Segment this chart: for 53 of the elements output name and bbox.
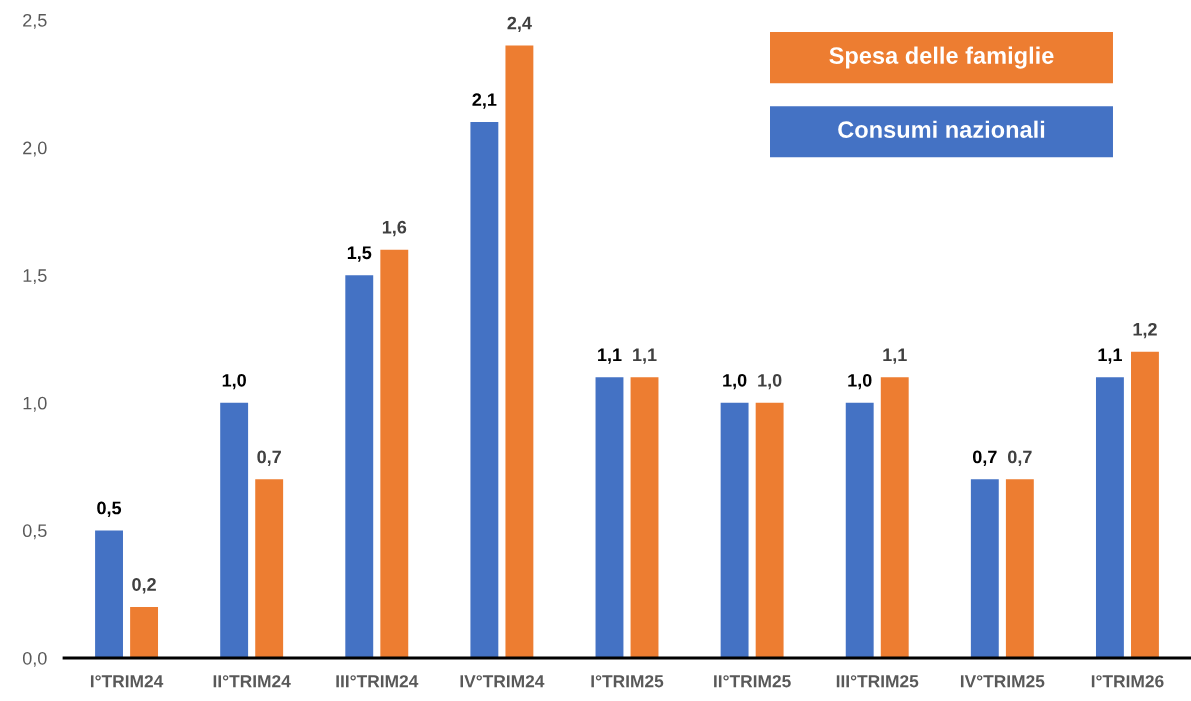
y-tick-label: 2,0 (23, 141, 47, 157)
bar (1005, 479, 1034, 658)
bar (630, 377, 659, 658)
x-tick-label: I°TRIM24 (90, 675, 164, 688)
bar (130, 606, 159, 658)
data-label: 2,1 (472, 93, 497, 109)
data-label: 1,0 (222, 373, 246, 390)
bar (255, 479, 284, 658)
bar (380, 249, 409, 658)
x-tick-label: IV°TRIM25 (960, 675, 1045, 688)
x-tick-label: III°TRIM24 (336, 675, 419, 688)
data-label: 1,2 (1133, 322, 1157, 339)
x-tick-label: III°TRIM25 (836, 675, 919, 688)
x-tick-label: I°TRIM26 (1091, 675, 1164, 688)
bar (880, 377, 909, 658)
data-label: 2,4 (507, 16, 532, 33)
y-tick-label: 0,5 (22, 524, 47, 540)
y-tick-label: 2,5 (23, 13, 47, 29)
bar (220, 402, 249, 658)
data-label: 1,1 (883, 348, 907, 364)
data-label: 1,1 (633, 348, 657, 364)
x-tick-label: II°TRIM24 (213, 675, 291, 688)
bar (970, 479, 999, 658)
y-tick-label: 0,0 (22, 651, 47, 667)
data-label: 1,6 (382, 220, 407, 237)
data-label: 1,1 (598, 348, 622, 364)
data-label: 1,0 (848, 373, 872, 390)
data-label: 1,1 (1098, 348, 1122, 364)
data-label: 1,0 (723, 373, 747, 390)
data-label: 0,2 (132, 578, 156, 594)
data-label: 1,5 (347, 246, 372, 262)
text: Spesa delle famiglie (829, 46, 1054, 69)
bar (470, 122, 499, 658)
x-tick-label: II°TRIM25 (714, 675, 791, 688)
x-tick-label: I°TRIM25 (591, 675, 664, 688)
bar (755, 402, 784, 658)
data-label: 0,7 (1008, 450, 1032, 466)
bar (595, 377, 624, 658)
bar (95, 530, 123, 658)
data-label: 0,7 (257, 450, 281, 466)
bar (720, 402, 749, 658)
data-label: 0,5 (97, 501, 122, 517)
bar (505, 45, 534, 658)
data-label: 1,0 (758, 373, 782, 390)
text: Consumi nazionali (838, 120, 1045, 138)
y-tick-label: 1,0 (23, 396, 47, 412)
bar (345, 275, 374, 658)
bar (845, 402, 874, 658)
y-tick-label: 1,5 (23, 269, 47, 285)
data-label: 0,7 (972, 450, 997, 466)
x-tick-label: IV°TRIM24 (460, 675, 545, 688)
bar (1095, 377, 1124, 658)
bar (1131, 351, 1159, 658)
